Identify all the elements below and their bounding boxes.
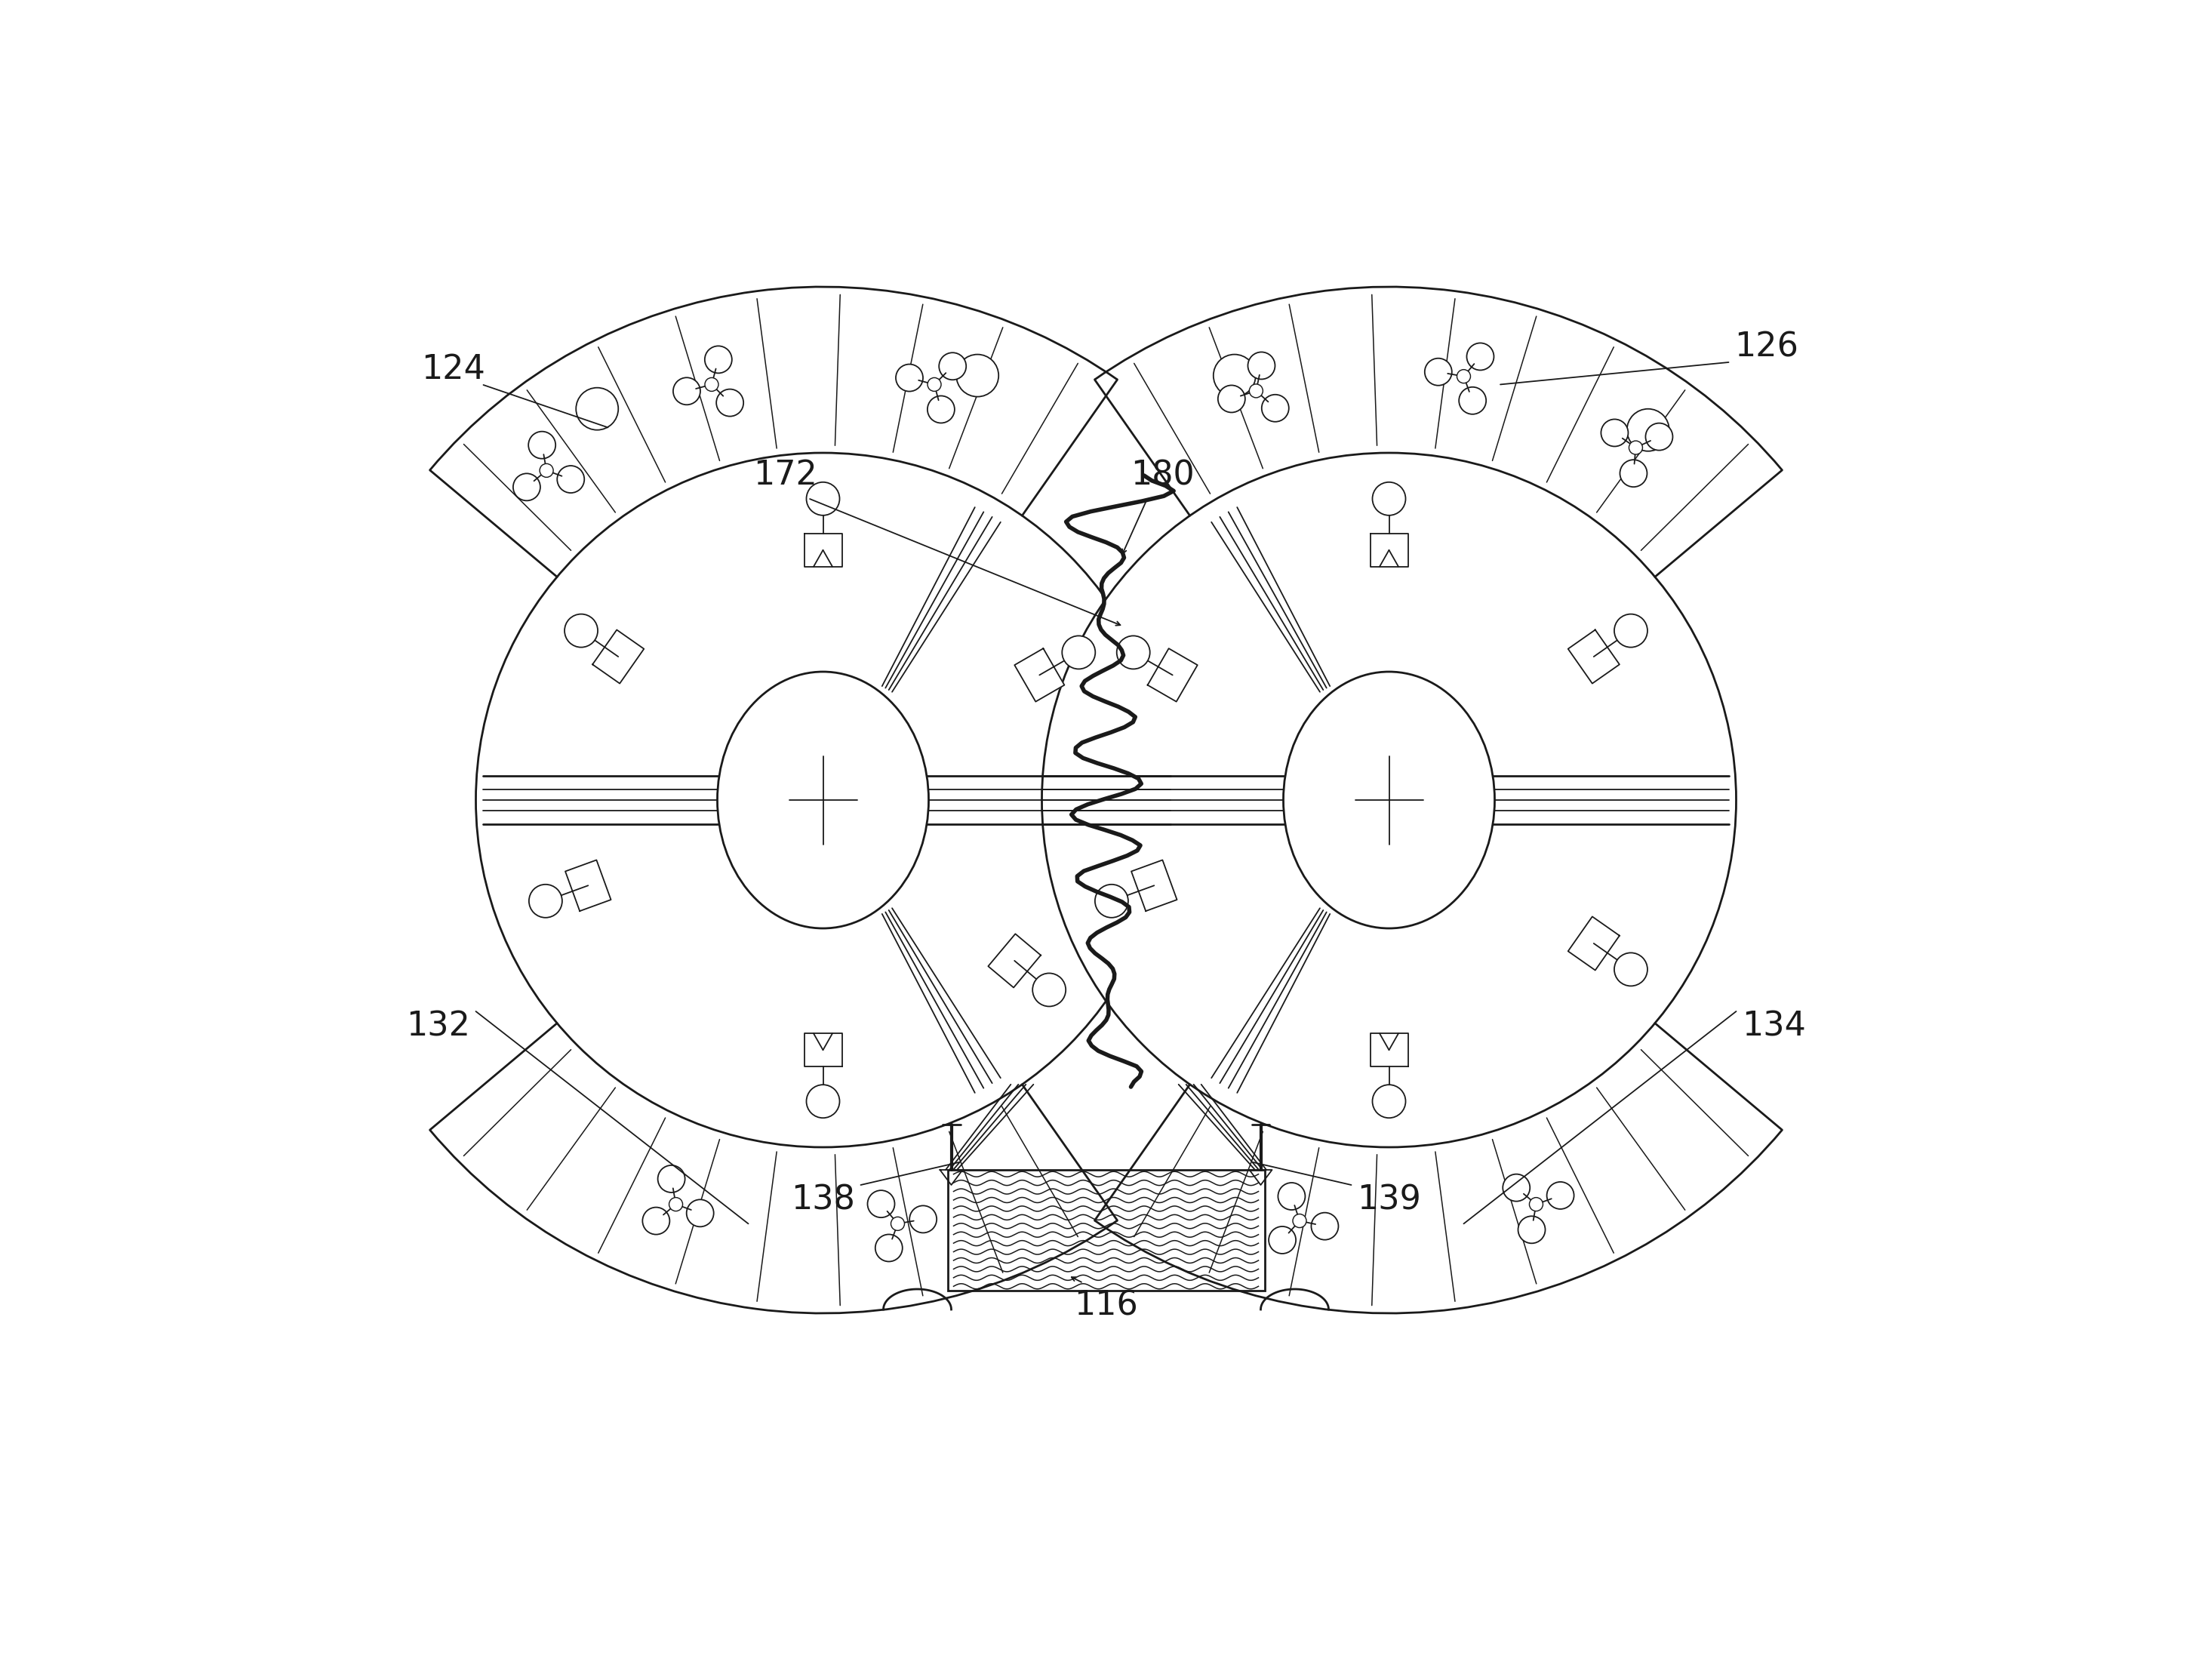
Ellipse shape <box>717 672 929 929</box>
Circle shape <box>927 377 940 392</box>
Circle shape <box>1619 460 1648 487</box>
Circle shape <box>1042 452 1736 1148</box>
Polygon shape <box>1015 649 1064 702</box>
Circle shape <box>476 452 1170 1148</box>
Polygon shape <box>593 631 644 684</box>
Circle shape <box>1628 409 1670 450</box>
Polygon shape <box>1568 631 1619 684</box>
Bar <box>947 1169 1265 1291</box>
Circle shape <box>1425 359 1451 385</box>
Circle shape <box>1546 1183 1575 1209</box>
Circle shape <box>1248 352 1274 379</box>
Circle shape <box>540 464 553 477</box>
Circle shape <box>1312 1213 1338 1239</box>
Text: 124: 124 <box>420 354 484 385</box>
Circle shape <box>1517 1216 1546 1243</box>
Circle shape <box>1467 344 1493 370</box>
Text: 134: 134 <box>1741 1011 1805 1042</box>
Circle shape <box>807 1084 841 1118</box>
Circle shape <box>1460 387 1486 414</box>
Text: 116: 116 <box>1075 1289 1137 1323</box>
Circle shape <box>956 354 998 397</box>
Circle shape <box>1601 419 1628 447</box>
Polygon shape <box>566 861 611 911</box>
Polygon shape <box>805 534 843 567</box>
Text: 138: 138 <box>792 1184 856 1216</box>
Circle shape <box>927 395 956 424</box>
Circle shape <box>529 432 555 459</box>
Circle shape <box>807 482 841 515</box>
Circle shape <box>706 345 732 374</box>
Text: 126: 126 <box>1734 330 1798 364</box>
Circle shape <box>867 1191 894 1218</box>
Circle shape <box>1628 440 1644 454</box>
Circle shape <box>1615 952 1648 986</box>
Circle shape <box>717 389 743 417</box>
Text: 132: 132 <box>407 1011 471 1042</box>
Circle shape <box>1502 1174 1531 1201</box>
Circle shape <box>641 1208 670 1234</box>
Circle shape <box>1062 636 1095 669</box>
Polygon shape <box>1369 1034 1407 1066</box>
Circle shape <box>1214 354 1256 397</box>
Circle shape <box>940 352 967 380</box>
Circle shape <box>876 1234 902 1261</box>
Circle shape <box>686 1199 714 1226</box>
Circle shape <box>1458 370 1471 384</box>
Circle shape <box>706 377 719 392</box>
Circle shape <box>891 1218 905 1231</box>
Circle shape <box>1250 384 1263 397</box>
Circle shape <box>1292 1214 1307 1228</box>
Polygon shape <box>1130 861 1177 911</box>
Text: 180: 180 <box>1130 459 1194 492</box>
Circle shape <box>896 364 922 392</box>
Text: 139: 139 <box>1356 1184 1420 1216</box>
Circle shape <box>1528 1198 1544 1211</box>
Circle shape <box>557 465 584 492</box>
Circle shape <box>1095 884 1128 917</box>
Polygon shape <box>1148 649 1197 702</box>
Circle shape <box>1615 614 1648 647</box>
Circle shape <box>575 387 619 430</box>
Circle shape <box>668 1198 684 1211</box>
Polygon shape <box>989 934 1042 987</box>
Polygon shape <box>805 1034 843 1066</box>
Circle shape <box>672 377 701 405</box>
Circle shape <box>1371 1084 1405 1118</box>
Circle shape <box>1646 424 1672 450</box>
Circle shape <box>1270 1226 1296 1254</box>
Polygon shape <box>1568 917 1619 971</box>
Circle shape <box>564 614 597 647</box>
Circle shape <box>1219 385 1245 412</box>
Circle shape <box>1117 636 1150 669</box>
Circle shape <box>1033 972 1066 1006</box>
Polygon shape <box>1369 534 1407 567</box>
Text: 172: 172 <box>754 459 816 492</box>
Circle shape <box>1261 395 1290 422</box>
Circle shape <box>1279 1183 1305 1209</box>
Circle shape <box>1371 482 1405 515</box>
Ellipse shape <box>1283 672 1495 929</box>
Circle shape <box>909 1206 936 1233</box>
Circle shape <box>513 474 540 500</box>
Circle shape <box>657 1166 686 1193</box>
Circle shape <box>529 884 562 917</box>
